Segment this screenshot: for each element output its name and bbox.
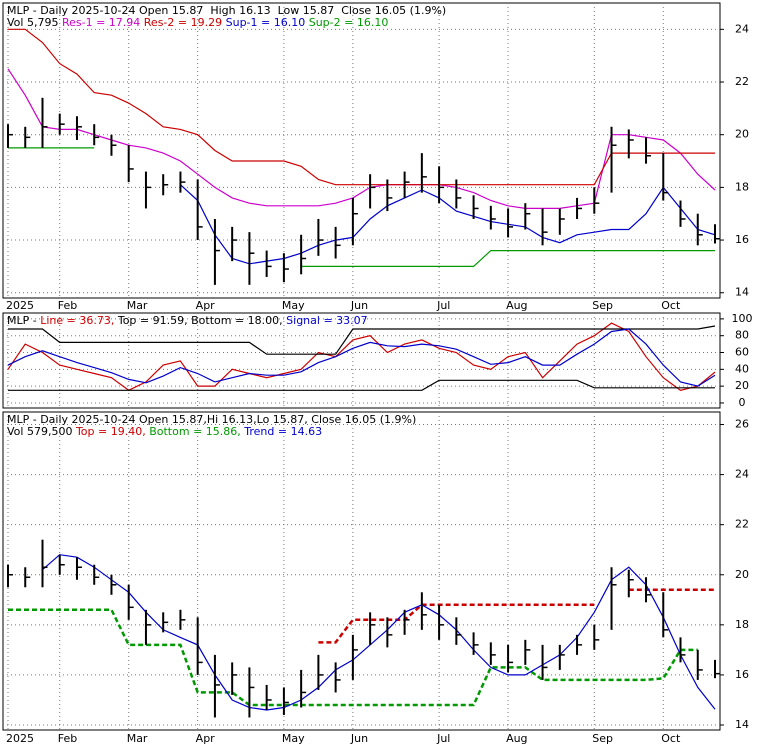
x-tick-label: Jul	[436, 299, 450, 312]
series-line	[179, 184, 716, 265]
plot-frame	[2, 2, 721, 299]
chart-title: MLP - Daily 2025-10-24 Open 15.87 High 1…	[7, 4, 446, 17]
x-tick-label: Apr	[196, 299, 216, 312]
y-tick-label: 60	[735, 346, 749, 359]
plot-frame	[2, 411, 721, 731]
x-tick-label: Sep	[592, 732, 613, 745]
x-tick-label: May	[282, 732, 305, 745]
legend-entry: Bottom = 18.00,	[191, 314, 283, 327]
y-tick-label: 0	[739, 396, 746, 409]
y-tick-label: 20	[735, 568, 749, 581]
series-line	[42, 554, 716, 711]
series-line	[8, 379, 715, 391]
y-tick-label: 24	[735, 468, 749, 481]
series-line	[8, 608, 698, 707]
y-tick-label: 14	[735, 718, 749, 731]
legend-entry: Top = 91.59,	[117, 314, 188, 327]
legend-entry: Line = 36.73,	[40, 314, 114, 327]
y-tick-label: 22	[735, 75, 749, 88]
x-tick-label: Jun	[350, 299, 368, 312]
y-tick-label: 16	[735, 233, 749, 246]
legend-entry: Trend = 14.63	[243, 425, 322, 438]
legend-prefix: MLP -	[7, 314, 40, 327]
y-tick-label: 100	[732, 312, 753, 325]
x-tick-label: Jul	[436, 732, 450, 745]
y-tick-label: 18	[735, 180, 749, 193]
legend-entry: Sup-1 = 16.10	[226, 16, 306, 29]
y-tick-label: 14	[735, 286, 749, 299]
legend: Vol 579,500 Top = 19.40, Bottom = 15.86,…	[7, 425, 322, 438]
volume-label: Vol 579,500	[7, 425, 72, 438]
y-tick-label: 20	[735, 379, 749, 392]
x-tick-label: Oct	[661, 299, 681, 312]
legend: MLP - Line = 36.73, Top = 91.59, Bottom …	[7, 314, 368, 327]
x-tick-label: Sep	[592, 299, 613, 312]
x-tick-label: Aug	[506, 299, 527, 312]
x-tick-label: May	[282, 299, 305, 312]
y-tick-label: 16	[735, 668, 749, 681]
y-tick-label: 40	[735, 362, 749, 375]
y-tick-label: 18	[735, 618, 749, 631]
volume-label: Vol 5,795	[7, 16, 58, 29]
legend-entry: Bottom = 15.86,	[149, 425, 241, 438]
legend-entry: Res-2 = 19.29	[144, 16, 222, 29]
legend-entry: Sup-2 = 16.10	[309, 16, 389, 29]
x-tick-label: Mar	[127, 299, 148, 312]
y-tick-label: 26	[735, 418, 749, 431]
series-line	[8, 325, 716, 355]
x-tick-label: 2025	[6, 732, 34, 745]
x-tick-label: Feb	[58, 299, 77, 312]
y-tick-label: 22	[735, 518, 749, 531]
legend-entry: Signal = 33.07	[286, 314, 368, 327]
legend-entry: Top = 19.40,	[75, 425, 146, 438]
series-line	[7, 322, 716, 391]
y-tick-label: 80	[735, 329, 749, 342]
series-line	[8, 28, 715, 186]
x-tick-label: Mar	[127, 732, 148, 745]
series-line	[318, 588, 715, 644]
series-line	[7, 328, 716, 387]
x-tick-label: Feb	[58, 732, 77, 745]
y-tick-label: 24	[735, 22, 749, 35]
chart-title: MLP - Daily 2025-10-24 Open 15.87,Hi 16.…	[7, 413, 416, 426]
x-tick-label: Aug	[506, 732, 527, 745]
x-tick-label: Jun	[350, 732, 368, 745]
plot-frame	[2, 312, 721, 409]
x-tick-label: 2025	[6, 299, 34, 312]
x-tick-label: Oct	[661, 732, 681, 745]
legend-entry: Res-1 = 17.94	[62, 16, 140, 29]
series-line	[7, 68, 716, 209]
x-tick-label: Apr	[196, 732, 216, 745]
series-line	[8, 147, 715, 267]
y-tick-label: 20	[735, 128, 749, 141]
legend: Vol 5,795 Res-1 = 17.94 Res-2 = 19.29 Su…	[7, 16, 388, 29]
